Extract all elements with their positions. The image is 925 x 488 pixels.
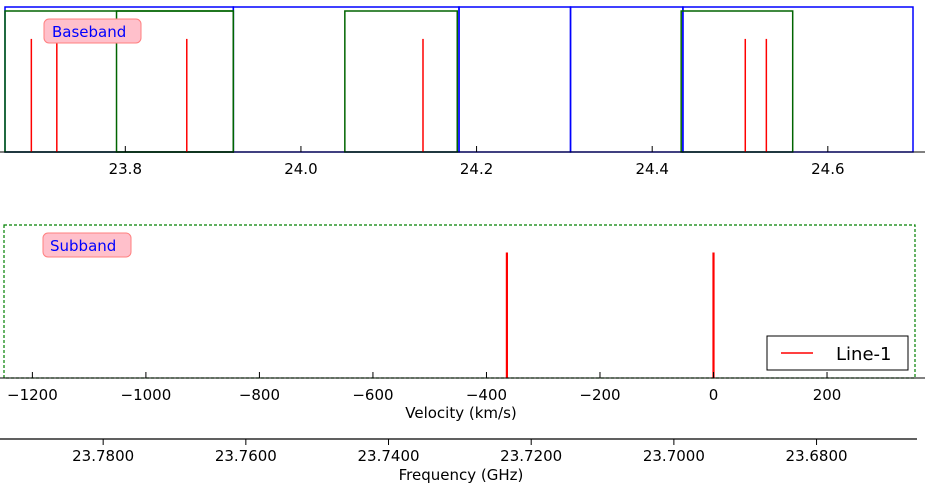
x-tick-label: −1200: [7, 386, 58, 404]
baseband-outline: [682, 6, 914, 153]
baseband-panel: 23.8 24.0 24.2 24.4 24.6 Baseband: [0, 6, 925, 178]
x-tick-label: 0: [709, 386, 719, 404]
x-tick-label: −600: [352, 386, 393, 404]
x-tick-label: −200: [579, 386, 620, 404]
baseband-outline: [458, 6, 572, 153]
x-tick-label: 24.2: [460, 160, 493, 178]
baseband-line-markers: [30, 38, 768, 152]
velocity-x-ticks: −1200 −1000 −800 −600 −400 −200 0 200: [7, 372, 841, 404]
x-tick-label: 23.7200: [500, 447, 562, 465]
x-tick-label: 23.7600: [215, 447, 277, 465]
legend-box: [766, 335, 909, 371]
x-tick-label: 23.7400: [358, 447, 420, 465]
legend: Line-1: [766, 335, 909, 371]
frequency-axis-label: Frequency (GHz): [399, 466, 524, 484]
x-tick-label: −400: [466, 386, 507, 404]
legend-label-line-1: Line-1: [836, 344, 891, 365]
baseband-outline: [232, 6, 460, 153]
baseband-badge-label: Baseband: [52, 23, 126, 41]
x-tick-label: 23.7800: [72, 447, 134, 465]
subband-badge-label: Subband: [50, 237, 116, 255]
subband-badge-box: [42, 232, 132, 258]
subband-badge: Subband: [42, 232, 132, 258]
baseband-badge: Baseband: [43, 18, 142, 44]
x-tick-label: 24.6: [811, 160, 844, 178]
subband-panel: −1200 −1000 −800 −600 −400 −200 0 200 Velocity …: [0, 224, 925, 422]
x-tick-label: 24.4: [635, 160, 668, 178]
x-tick-label: 23.6800: [786, 447, 848, 465]
baseband-badge-box: [43, 18, 142, 44]
baseband-x-ticks: 23.8 24.0 24.2 24.4 24.6: [109, 146, 845, 178]
x-tick-label: 24.0: [284, 160, 317, 178]
spectral-window-outline: [344, 10, 458, 153]
frequency-axis-group: 23.7800 23.7600 23.7400 23.7200 23.7000 23.68…: [0, 438, 917, 484]
spectral-window-outline: [680, 10, 794, 153]
baseband-outline: [569, 6, 684, 153]
velocity-axis-label: Velocity (km/s): [405, 404, 516, 422]
subband-frame: [3, 224, 916, 379]
x-tick-label: 200: [813, 386, 842, 404]
x-tick-label: −1000: [121, 386, 172, 404]
x-tick-label: 23.7000: [643, 447, 705, 465]
frequency-x-ticks: 23.7800 23.7600 23.7400 23.7200 23.7000 23.68…: [72, 439, 848, 465]
x-tick-label: −800: [239, 386, 280, 404]
subband-line-markers: [505, 252, 715, 378]
x-tick-label: 23.8: [109, 160, 142, 178]
